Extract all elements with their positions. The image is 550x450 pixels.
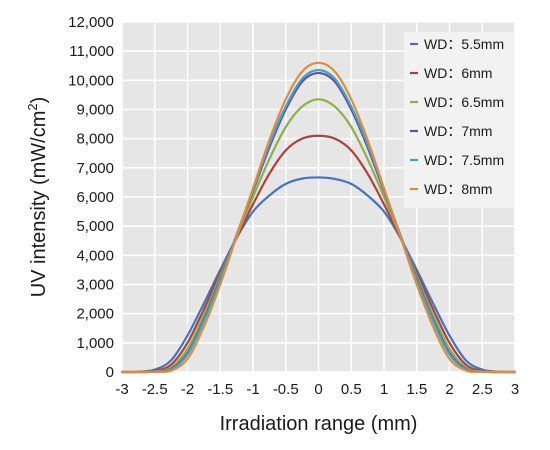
y-tick-label: 3,000	[76, 277, 114, 294]
y-tick-label: 12,000	[68, 14, 114, 31]
y-tick-label: 0	[106, 364, 114, 381]
x-tick-label: -2.5	[142, 381, 168, 398]
x-tick-label: 2.5	[472, 381, 493, 398]
y-tick-label: 6,000	[76, 189, 114, 206]
x-axis-ticks: -3 -2.5 -2 -1.5 -1 -0.5 0 0.5 1 1.5 2 2.5 3	[115, 381, 519, 398]
y-tick-label: 8,000	[76, 131, 114, 148]
y-tick-label: 7,000	[76, 160, 114, 177]
series-line-5	[120, 69, 517, 374]
x-tick-label: 1.5	[406, 381, 427, 398]
x-tick-label: -0.5	[273, 381, 299, 398]
x-tick-label: 1	[380, 381, 388, 398]
x-axis-title: Irradiation range (mm)	[220, 413, 418, 435]
series-line-1	[120, 176, 517, 374]
legend-label: WD：7.5mm	[424, 152, 504, 168]
legend-label: WD：6.5mm	[424, 94, 504, 110]
legend-label: WD：6mm	[424, 65, 492, 81]
x-tick-label: 2	[445, 381, 453, 398]
x-tick-label: 0.5	[341, 381, 362, 398]
y-axis-title-sup: 2	[25, 103, 40, 110]
legend: WD：5.5mm WD：6mm WD：6.5mm WD：7mm WD：7.5mm WD：8…	[404, 32, 514, 208]
series-line-2	[120, 134, 517, 374]
series-line-3	[120, 98, 517, 374]
x-tick-label: -2	[181, 381, 194, 398]
y-axis-ticks: 0 1,000 2,000 3,000 4,000 5,000 6,000 7,000 8,00…	[68, 14, 114, 381]
legend-label: WD：5.5mm	[424, 36, 504, 52]
y-axis-title-main: UV intensity (mW/cm	[28, 111, 50, 298]
x-tick-label: 0	[314, 381, 322, 398]
y-tick-label: 11,000	[69, 43, 114, 60]
y-tick-label: 9,000	[76, 102, 114, 119]
legend-label: WD：8mm	[424, 181, 492, 197]
x-tick-label: -1.5	[207, 381, 233, 398]
x-tick-label: 3	[511, 381, 519, 398]
x-tick-label: -1	[246, 381, 259, 398]
series-lines	[120, 61, 517, 374]
y-tick-label: 2,000	[76, 306, 114, 323]
y-axis-title-end: )	[28, 97, 50, 104]
y-tick-label: 1,000	[76, 335, 114, 352]
legend-box	[404, 32, 514, 208]
y-tick-label: 5,000	[76, 218, 114, 235]
y-tick-label: 4,000	[76, 247, 114, 264]
y-tick-label: 10,000	[68, 72, 114, 89]
legend-label: WD：7mm	[424, 123, 492, 139]
series-line-6	[120, 61, 517, 374]
x-tick-label: -3	[115, 381, 128, 398]
y-axis-title: UV intensity (mW/cm2)	[25, 97, 50, 298]
